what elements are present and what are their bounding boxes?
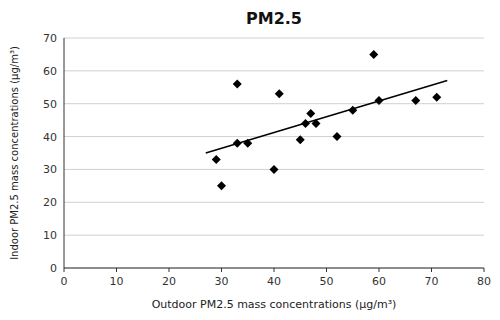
- point: [212, 155, 221, 164]
- x-tick-label: 60: [372, 275, 386, 288]
- grid-line: [64, 136, 484, 137]
- grid-line: [64, 202, 484, 203]
- x-tick-label: 20: [162, 275, 176, 288]
- x-tick: [326, 268, 327, 272]
- point: [411, 96, 420, 105]
- grid-line: [64, 268, 484, 269]
- x-tick: [169, 268, 170, 272]
- point: [233, 80, 242, 89]
- x-tick: [116, 268, 117, 272]
- y-tick-label: 50: [43, 98, 57, 111]
- y-tick-label: 20: [43, 196, 57, 209]
- chart: 0 10 20 30 40 50 60 70 0 10 20 30 40 50 60 70 80 PM2.5 Out…: [0, 0, 500, 320]
- x-tick-label: 70: [425, 275, 439, 288]
- point: [333, 132, 342, 141]
- x-tick-label: 30: [215, 275, 229, 288]
- x-tick-label: 0: [61, 275, 68, 288]
- y-tick-label: 10: [43, 229, 57, 242]
- x-axis-label: Outdoor PM2.5 mass concentrations (μg/m³…: [152, 298, 397, 311]
- y-tick-label: 40: [43, 131, 57, 144]
- point: [217, 181, 226, 190]
- y-tick-label: 0: [50, 262, 57, 275]
- plot-area: [206, 50, 448, 190]
- grid-line: [64, 103, 484, 104]
- x-tick: [484, 268, 485, 272]
- grid-line: [64, 235, 484, 236]
- x-tick-label: 40: [267, 275, 281, 288]
- grid-line: [64, 38, 484, 39]
- x-tick: [221, 268, 222, 272]
- point: [369, 50, 378, 59]
- point: [270, 165, 279, 174]
- grid-line: [64, 70, 484, 71]
- y-tick-label: 60: [43, 65, 57, 78]
- point: [306, 109, 315, 118]
- x-tick: [379, 268, 380, 272]
- y-axis-label: Indoor PM2.5 mass concentrations (μg/m³): [9, 46, 20, 260]
- x-axis: [64, 268, 484, 269]
- point: [432, 93, 441, 102]
- x-tick: [274, 268, 275, 272]
- y-axis: [64, 38, 65, 268]
- y-tick-label: 70: [43, 32, 57, 45]
- fit-line: [206, 81, 448, 153]
- x-tick-label: 50: [320, 275, 334, 288]
- x-tick: [64, 268, 65, 272]
- x-tick-label: 80: [477, 275, 491, 288]
- x-tick: [431, 268, 432, 272]
- y-tick-label: 30: [43, 163, 57, 176]
- title: PM2.5: [246, 9, 302, 28]
- point: [296, 135, 305, 144]
- point: [275, 89, 284, 98]
- x-tick-label: 10: [110, 275, 124, 288]
